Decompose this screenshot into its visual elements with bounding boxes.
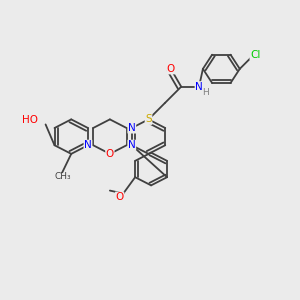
Text: O: O [106,149,114,159]
Text: CH₃: CH₃ [54,172,70,181]
Text: H: H [202,88,209,97]
Text: N: N [84,140,92,150]
Text: O: O [167,64,175,74]
Text: O: O [116,192,124,202]
Text: N: N [128,123,136,133]
Text: S: S [145,114,152,124]
Text: Cl: Cl [250,50,260,60]
Text: N: N [195,82,203,92]
Text: HO: HO [22,115,38,125]
Text: N: N [128,140,136,150]
